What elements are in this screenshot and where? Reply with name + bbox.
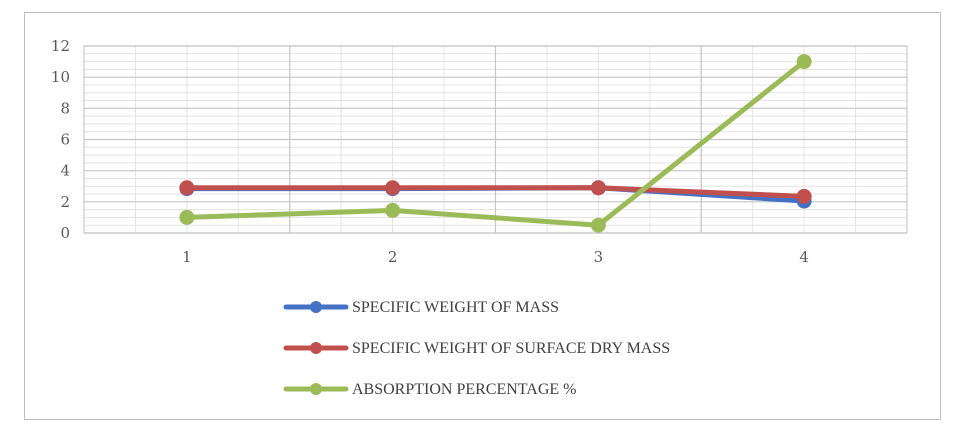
x-axis-ticks: 1 2 3 4: [182, 248, 809, 266]
series-lines: [179, 54, 812, 233]
legend-item: SPECIFIC WEIGHT OF SURFACE DRY MASS: [283, 340, 670, 357]
y-tick-label: 2: [60, 193, 70, 211]
y-tick-label: 6: [60, 131, 70, 149]
y-tick-label: 0: [60, 224, 70, 242]
series-3: [179, 54, 812, 233]
plot-area-border: [83, 45, 908, 234]
series-line: [184, 185, 807, 199]
data-point: [179, 180, 195, 196]
legend: SPECIFIC WEIGHT OF MASS SPECIFIC WEIGHT O…: [283, 299, 670, 398]
data-point: [796, 188, 812, 204]
legend-label: ABSORPTION PERCENTAGE %: [352, 381, 577, 398]
y-axis-ticks: 0 2 4 6 8 10 12: [51, 37, 70, 242]
series-2: [179, 180, 812, 204]
legend-swatch-marker: [310, 383, 322, 395]
legend-label: SPECIFIC WEIGHT OF SURFACE DRY MASS: [352, 340, 670, 357]
legend-item: SPECIFIC WEIGHT OF MASS: [283, 299, 559, 316]
y-tick-label: 4: [60, 162, 70, 180]
data-point: [796, 54, 812, 70]
legend-item: ABSORPTION PERCENTAGE %: [283, 381, 577, 398]
y-tick-label: 8: [60, 99, 70, 117]
legend-swatch-marker: [310, 342, 322, 354]
legend-label: SPECIFIC WEIGHT OF MASS: [352, 299, 559, 316]
data-point: [590, 180, 606, 196]
legend-swatch-marker: [310, 301, 322, 313]
x-tick-label: 4: [799, 248, 809, 266]
data-point: [385, 180, 401, 196]
y-tick-label: 10: [51, 68, 70, 86]
data-point: [179, 209, 195, 225]
series-line: [184, 59, 807, 228]
major-gridlines: [84, 45, 907, 234]
y-tick-label: 12: [51, 37, 70, 55]
data-point: [590, 217, 606, 233]
x-tick-label: 3: [594, 248, 604, 266]
x-tick-label: 2: [388, 248, 398, 266]
x-tick-label: 1: [182, 248, 192, 266]
data-point: [385, 202, 401, 218]
